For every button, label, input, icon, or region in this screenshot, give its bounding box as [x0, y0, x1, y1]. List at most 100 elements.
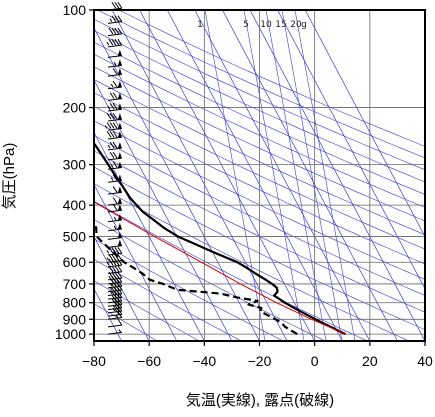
isotherm-line: [250, 10, 425, 341]
mixing-ratio-label: 10: [260, 20, 272, 30]
y-tick-label: 500: [63, 229, 87, 245]
mixing-ratio-line: [205, 10, 265, 341]
wind-barb: [108, 319, 122, 327]
wind-barb: [108, 197, 122, 205]
wind-barb: [108, 329, 122, 334]
wind-barb-full: [113, 68, 117, 74]
wind-barb-staff: [108, 229, 122, 231]
y-tick-label: 100: [63, 2, 87, 18]
wind-barb-half: [114, 217, 116, 220]
x-tick-label: −80: [82, 353, 106, 369]
wind-barb-flag: [118, 113, 122, 119]
wind-barb-flag: [118, 152, 122, 158]
wind-barb-staff: [108, 220, 122, 222]
x-tick-label: −20: [248, 353, 272, 369]
x-tick-label: −60: [137, 353, 161, 369]
wind-barb-full: [113, 197, 117, 203]
wind-barb-flag: [118, 186, 122, 192]
x-tick-label: 20: [362, 353, 378, 369]
dry-adiabat-line: [0, 10, 283, 341]
x-tick-label: 0: [311, 353, 319, 369]
wind-barb-half: [119, 329, 121, 332]
wind-barb: [108, 93, 122, 101]
wind-barb-half: [114, 226, 116, 229]
wind-barb-half: [110, 19, 112, 22]
y-tick-label: 600: [63, 254, 87, 270]
wind-barb-flag: [118, 81, 122, 87]
wind-barb-staff: [108, 65, 122, 67]
wind-barb-staff: [108, 272, 122, 274]
mixing-ratio-label: 15: [275, 20, 286, 30]
wind-barb-flag: [118, 103, 122, 109]
wind-barb-staff: [108, 56, 122, 58]
wind-barb-staff: [108, 99, 122, 101]
x-tick-label: 40: [417, 353, 433, 369]
isotherm-line: [195, 10, 370, 341]
y-tick-label: 900: [63, 311, 87, 327]
wind-barb-staff: [108, 22, 122, 24]
wind-barb: [105, 123, 122, 131]
y-tick-label: 700: [63, 276, 87, 292]
isotherm-line: [0, 10, 122, 341]
wind-barb: [107, 39, 122, 47]
wind-barb-staff: [108, 158, 122, 160]
wind-barb-half: [111, 178, 113, 181]
wind-barb: [108, 240, 122, 248]
wind-barb: [107, 131, 122, 139]
wind-barb: [108, 142, 122, 150]
wind-barb-flag: [118, 50, 122, 56]
y-tick-label: 400: [63, 197, 87, 213]
y-tick-label: 800: [63, 295, 87, 311]
y-tick-label: 200: [63, 100, 87, 116]
wind-barb: [108, 28, 122, 36]
mixing-ratio-line: [266, 10, 326, 341]
dewpoint-line: [0, 142, 297, 334]
y-axis-title: 気圧(hPa): [1, 143, 18, 210]
isotherm-line: [140, 10, 315, 341]
mixing-ratio-label: 5: [243, 20, 249, 30]
mixing-ratio-label: 1: [197, 20, 203, 30]
isotherm-line: [222, 10, 397, 341]
wind-barb-half: [107, 250, 109, 253]
wind-barb-staff: [108, 246, 122, 248]
x-tick-label: −40: [192, 353, 216, 369]
dry-adiabat-line: [98, 10, 435, 341]
wind-barb-flag: [118, 123, 122, 129]
y-tick-label: 1000: [55, 326, 86, 342]
wind-barb: [107, 247, 122, 255]
mixing-ratio-line: [244, 10, 304, 341]
wind-barb-flag: [118, 223, 122, 229]
wind-barb-flag: [118, 59, 122, 65]
wind-barb-full: [113, 186, 117, 192]
isotherm-line: [2, 10, 177, 341]
wind-barb-half: [107, 257, 109, 260]
mixing-ratio-line: [282, 10, 342, 341]
wind-barb-half: [107, 42, 109, 45]
wind-barb: [108, 16, 122, 24]
wind-barb-staff: [108, 325, 122, 327]
wind-barb-staff: [108, 137, 122, 139]
x-axis-title: 気温(実線), 露点(破線): [186, 392, 334, 409]
wind-barb: [108, 152, 122, 160]
wind-barb-flag: [118, 232, 122, 238]
wind-barb-flag: [118, 240, 122, 246]
wind-barb: [107, 254, 122, 262]
wind-barb: [108, 232, 122, 240]
wind-barb: [108, 59, 122, 67]
wind-barb-flag: [118, 197, 122, 203]
wind-barb-flag: [118, 68, 122, 74]
wind-barb-half: [108, 145, 110, 148]
mixing-ratio-label: g: [301, 20, 307, 30]
wind-barb-full: [113, 81, 117, 87]
wind-barb-flag: [118, 175, 122, 181]
grid: [94, 10, 425, 341]
mixing-ratio-line: [295, 10, 355, 341]
wind-barb: [108, 2, 122, 10]
wind-barb-flag: [118, 142, 122, 148]
wind-barb-staff: [108, 34, 122, 36]
y-tick-label: 300: [63, 157, 87, 173]
wind-barb-half: [111, 84, 113, 87]
